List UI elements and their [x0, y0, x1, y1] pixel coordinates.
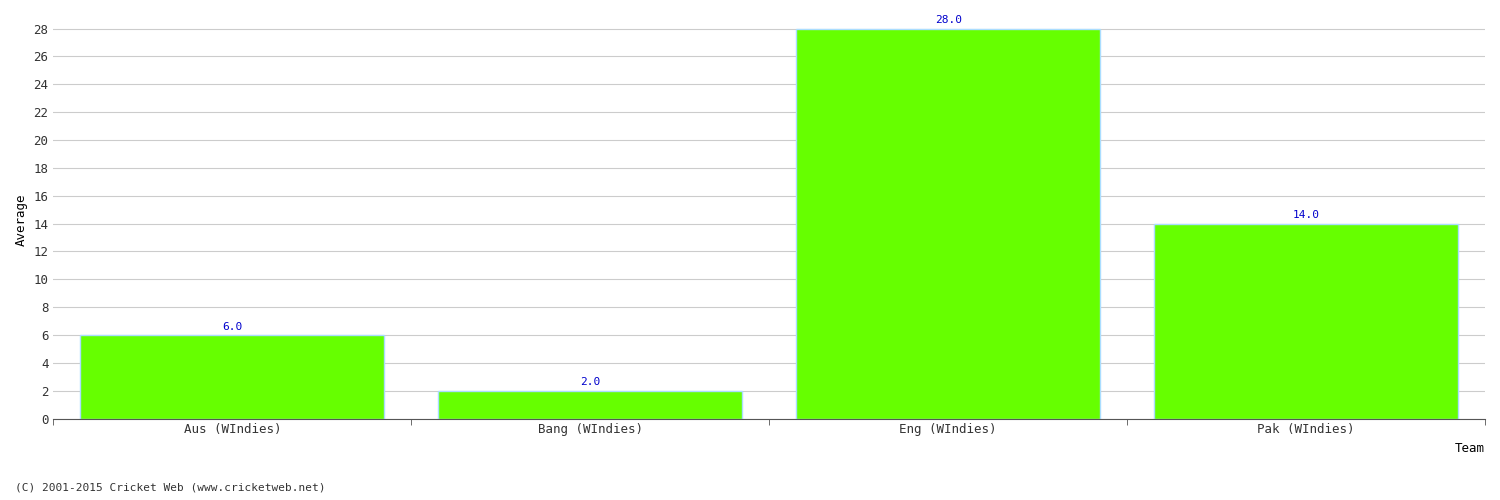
Bar — [438, 390, 742, 418]
Text: (C) 2001-2015 Cricket Web (www.cricketweb.net): (C) 2001-2015 Cricket Web (www.cricketwe… — [15, 482, 326, 492]
Text: 6.0: 6.0 — [222, 322, 243, 332]
Text: 14.0: 14.0 — [1293, 210, 1320, 220]
Bar — [796, 28, 1101, 418]
Text: 2.0: 2.0 — [580, 377, 600, 387]
X-axis label: Team: Team — [1455, 442, 1485, 455]
Text: 28.0: 28.0 — [934, 15, 962, 25]
Bar — [81, 335, 384, 418]
Y-axis label: Average: Average — [15, 194, 28, 246]
Bar — [1154, 224, 1458, 418]
